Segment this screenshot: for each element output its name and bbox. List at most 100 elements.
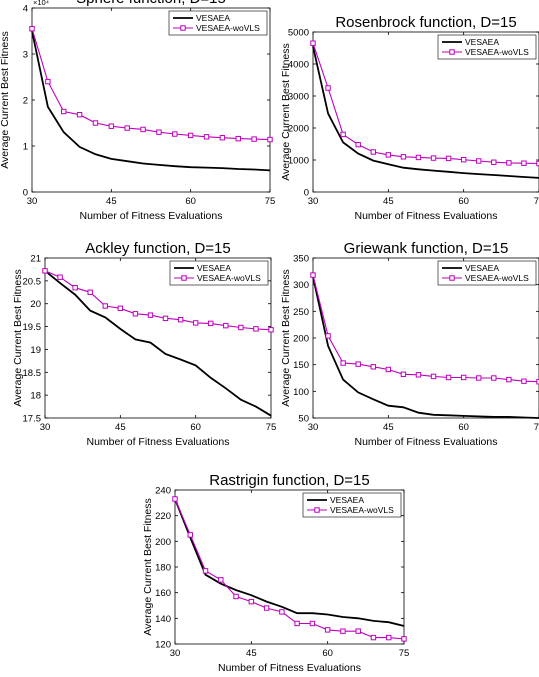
data-point xyxy=(118,306,122,310)
x-tick-label: 45 xyxy=(246,648,257,659)
data-point xyxy=(386,367,390,371)
data-point xyxy=(109,124,113,128)
data-point xyxy=(219,578,223,582)
data-point xyxy=(173,497,177,501)
chart-panel-1: 30 45 60 75 0 1 2 3 4 ×10⁴ Sphere function, D=15 Nu… xyxy=(0,0,275,222)
data-point xyxy=(254,327,258,331)
data-point xyxy=(280,610,284,614)
data-point xyxy=(188,133,192,137)
data-point xyxy=(416,155,420,159)
data-point xyxy=(371,635,375,639)
y-tick-label: 200 xyxy=(155,537,171,548)
data-point xyxy=(310,621,314,625)
data-point xyxy=(178,318,182,322)
data-point xyxy=(125,126,129,130)
data-point xyxy=(234,594,238,598)
x-tick-label: 60 xyxy=(458,422,469,433)
legend: VESAEAVESAEA-woVLS xyxy=(169,11,267,35)
y-tick-label: 19 xyxy=(30,345,41,356)
data-point xyxy=(507,377,511,381)
x-axis-label: Number of Fitness Evaluations xyxy=(87,436,230,448)
data-point xyxy=(356,362,360,366)
data-point xyxy=(341,132,345,136)
x-tick-label: 60 xyxy=(190,422,201,433)
y-tick-label: 19.5 xyxy=(23,322,42,333)
chart-title: Rastrigin function, D=15 xyxy=(209,472,370,489)
data-point xyxy=(58,275,62,279)
data-point xyxy=(295,621,299,625)
data-point xyxy=(326,86,330,90)
data-point xyxy=(461,375,465,379)
data-point xyxy=(507,161,511,165)
data-point xyxy=(269,328,273,332)
data-point xyxy=(401,155,405,159)
data-point xyxy=(157,130,161,134)
x-axis-label: Number of Fitness Evaluations xyxy=(218,662,361,674)
data-point xyxy=(492,160,496,164)
data-point xyxy=(93,121,97,125)
legend-entry: VESAEA xyxy=(196,13,230,23)
data-point xyxy=(46,79,50,83)
data-point xyxy=(209,321,213,325)
legend-entry: VESAEA-woVLS xyxy=(465,47,529,57)
legend-marker xyxy=(450,276,454,280)
data-point xyxy=(173,132,177,136)
y-tick-label: 1 xyxy=(23,142,28,153)
x-axis-label: Number of Fitness Evaluations xyxy=(355,436,498,448)
x-tick-label: 30 xyxy=(170,648,181,659)
x-tick-label: 30 xyxy=(40,422,51,433)
data-point xyxy=(387,635,391,639)
x-tick-label: 45 xyxy=(115,422,126,433)
data-point xyxy=(249,599,253,603)
y-tick-label: 220 xyxy=(155,511,171,522)
y-tick-label: 21 xyxy=(30,254,41,265)
data-point xyxy=(325,628,329,632)
data-point xyxy=(188,533,192,537)
y-tick-label: 350 xyxy=(293,254,309,265)
chart-title: Sphere function, D=15 xyxy=(76,0,226,7)
data-point xyxy=(356,142,360,146)
y-axis-label: Average Current Best Fitness xyxy=(12,269,24,407)
x-tick-label: 60 xyxy=(458,196,469,207)
y-tick-label: 150 xyxy=(293,360,309,371)
data-point xyxy=(30,27,34,31)
y-tick-label: 180 xyxy=(155,563,171,574)
x-tick-label: 60 xyxy=(185,196,196,207)
data-point xyxy=(43,269,47,273)
x-tick-label: 30 xyxy=(308,196,319,207)
data-point xyxy=(401,372,405,376)
legend-marker xyxy=(315,508,319,512)
y-tick-label: 160 xyxy=(155,588,171,599)
chart-panel-4: 3045607550100150200250300350Griewank fun… xyxy=(280,240,539,448)
data-point xyxy=(386,153,390,157)
y-tick-label: 200 xyxy=(293,334,309,345)
y-axis-label: Average Current Best Fitness xyxy=(280,43,292,181)
y-tick-label: 18.5 xyxy=(23,368,42,379)
data-point xyxy=(492,376,496,380)
x-tick-label: 75 xyxy=(534,422,539,433)
y-tick-label: 2 xyxy=(23,96,28,107)
x-tick-label: 60 xyxy=(322,648,333,659)
x-tick-label: 45 xyxy=(383,196,394,207)
legend-marker xyxy=(450,50,454,54)
data-point xyxy=(163,316,167,320)
data-point xyxy=(431,374,435,378)
data-point xyxy=(522,161,526,165)
x-tick-label: 30 xyxy=(308,422,319,433)
data-point xyxy=(522,379,526,383)
y-tick-label: 0 xyxy=(23,188,28,199)
y-tick-label: 100 xyxy=(293,387,309,398)
data-point xyxy=(416,373,420,377)
legend-entry: VESAEA xyxy=(197,263,231,273)
data-point xyxy=(264,606,268,610)
y-tick-label: 4 xyxy=(23,4,28,15)
chart-panel-2: 30456075010002000300040005000Rosenbrock … xyxy=(280,14,539,222)
chart-title: Rosenbrock function, D=15 xyxy=(335,14,516,31)
legend-entry: VESAEA-woVLS xyxy=(196,23,260,33)
data-point xyxy=(203,569,207,573)
y-tick-label: 120 xyxy=(155,640,171,651)
legend-entry: VESAEA-woVLS xyxy=(197,273,261,283)
x-tick-label: 45 xyxy=(106,196,117,207)
